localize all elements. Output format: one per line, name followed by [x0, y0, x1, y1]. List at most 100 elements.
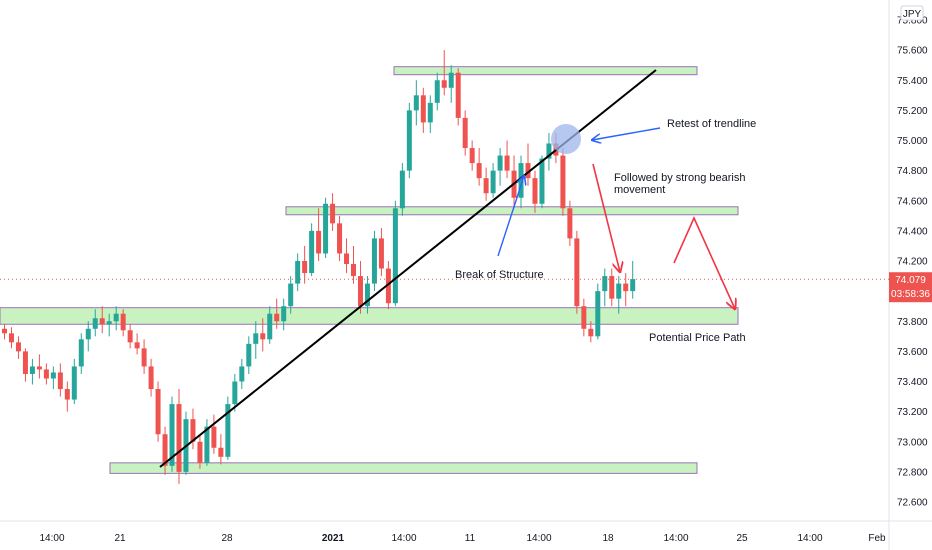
potential-path-arrow[interactable] — [673, 216, 735, 309]
y-tick-label: 72.800 — [897, 467, 928, 478]
candle — [497, 148, 503, 186]
candle-body — [560, 155, 566, 209]
y-tick-label: 73.000 — [897, 437, 928, 448]
candle — [588, 321, 594, 343]
candle-body — [22, 351, 28, 374]
candle-body — [455, 72, 461, 118]
candle — [469, 140, 475, 171]
sr-zone[interactable] — [393, 66, 698, 76]
candle-body — [225, 404, 231, 457]
candle-body — [78, 339, 84, 367]
candle — [253, 321, 259, 359]
candle-body — [15, 342, 21, 352]
candle — [43, 363, 49, 385]
candle-body — [246, 343, 252, 367]
candle-body — [274, 313, 280, 322]
candle-body — [92, 318, 98, 329]
annotation-break-of-structure: Break of Structure — [455, 269, 544, 281]
y-axis[interactable]: 75.800 75.600 75.400 75.200 75.000 74.800 74.6… — [897, 16, 928, 509]
candle — [364, 276, 370, 314]
candle-body — [392, 208, 398, 304]
candle — [581, 298, 587, 337]
candle-body — [295, 261, 301, 284]
candle-body — [427, 102, 433, 123]
bearish-move-arrow[interactable] — [592, 163, 620, 272]
x-tick-label: 14:00 — [663, 533, 688, 544]
sr-zone[interactable] — [109, 462, 698, 474]
candle-body — [71, 366, 77, 400]
candle — [420, 87, 426, 133]
y-tick-label: 74.200 — [897, 257, 928, 268]
candle — [190, 408, 196, 450]
candle — [371, 230, 377, 292]
candle — [532, 170, 538, 213]
candle-body — [330, 203, 336, 224]
candle-body — [616, 283, 622, 299]
candle-body — [239, 366, 245, 382]
candle — [134, 333, 140, 355]
candle — [378, 227, 384, 277]
x-axis[interactable]: 14:00 21 28 2021 14:00 11 14:00 18 14:00 25 14:00 F… — [39, 533, 886, 544]
candle — [323, 197, 329, 258]
candle — [630, 261, 636, 299]
candle — [455, 68, 461, 126]
candle — [218, 434, 224, 465]
candle — [295, 253, 301, 292]
last-price-value: 74.079 — [895, 275, 926, 286]
candle-body — [371, 238, 377, 284]
candle — [141, 339, 147, 374]
break-of-structure-arrow[interactable] — [497, 176, 524, 257]
candle-body — [483, 178, 489, 194]
candle-body — [441, 80, 447, 88]
candle-body — [302, 261, 308, 274]
x-tick-label: 28 — [221, 533, 233, 544]
candle-body — [385, 268, 391, 304]
candle-body — [281, 306, 287, 322]
candle — [64, 381, 70, 412]
candle-body — [29, 366, 35, 374]
y-tick-label: 75.400 — [897, 76, 928, 87]
x-tick-label: 14:00 — [391, 533, 416, 544]
candle-body — [581, 306, 587, 329]
candle-body — [588, 328, 594, 337]
candle-body — [260, 333, 266, 340]
candle-body — [309, 230, 315, 274]
candle — [225, 396, 231, 460]
candle — [260, 318, 266, 352]
candle — [490, 163, 496, 198]
candle-body — [504, 155, 510, 171]
candle — [539, 155, 545, 209]
candle — [330, 193, 336, 231]
candle — [316, 208, 322, 261]
candle-body — [106, 321, 112, 325]
candle-body — [141, 348, 147, 367]
candle — [595, 283, 601, 340]
candle — [616, 276, 622, 314]
candle — [399, 163, 405, 216]
y-tick-label: 74.400 — [897, 226, 928, 237]
x-tick-label: 21 — [114, 533, 126, 544]
candle — [232, 373, 238, 412]
candle-body — [127, 330, 133, 343]
x-tick-label: 14:00 — [526, 533, 551, 544]
candle-body — [532, 178, 538, 204]
candle — [204, 419, 210, 466]
annotation-bearish-line2: movement — [614, 184, 665, 196]
x-tick-label: 14:00 — [797, 533, 822, 544]
candle — [392, 200, 398, 307]
candle-body — [8, 333, 14, 343]
candle-body — [337, 223, 343, 254]
candle — [92, 309, 98, 337]
candle-body — [288, 283, 294, 307]
retest-circle[interactable] — [551, 124, 581, 154]
candle — [357, 261, 363, 314]
y-tick-label: 75.600 — [897, 46, 928, 57]
retest-arrow[interactable] — [592, 127, 661, 140]
sr-zone[interactable] — [0, 307, 739, 325]
candle-body — [490, 170, 496, 194]
candle — [8, 327, 14, 349]
candle-body — [176, 404, 182, 472]
currency-badge[interactable] — [900, 5, 924, 21]
annotation-bearish-line1: Followed by strong bearish — [614, 172, 745, 184]
